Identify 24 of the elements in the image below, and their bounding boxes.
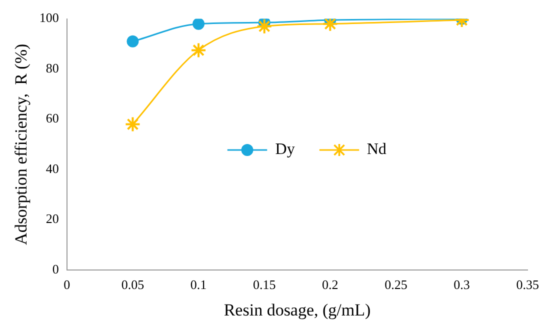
legend-label: Nd (366, 141, 386, 160)
x-tick-label: 0.2 (322, 277, 338, 292)
x-tick-label: 0.35 (516, 277, 539, 292)
point (124, 116, 141, 132)
y-axis-title: Adsorption efficiency, R (%) (12, 44, 31, 245)
y-tick-label: 80 (46, 60, 59, 76)
x-tick-label: 0.25 (384, 277, 408, 292)
point (126, 35, 139, 48)
x-tick-label: 0 (64, 277, 70, 292)
x-axis-title: Resin dosage, (g/mL) (224, 300, 371, 320)
point (256, 18, 272, 34)
point (190, 42, 207, 58)
x-tick-label: 0.1 (190, 277, 207, 292)
x-tick-label: 0.05 (121, 277, 144, 292)
y-tick-label: 0 (52, 261, 59, 276)
point (192, 18, 205, 30)
x-tick-label: 0.15 (252, 277, 276, 292)
y-tick-label: 40 (46, 160, 59, 176)
x-tick-label: 0.3 (454, 277, 470, 292)
y-tick-label: 100 (39, 10, 59, 26)
point (322, 18, 338, 32)
legend-label: Dy (275, 141, 295, 160)
y-tick-label: 20 (46, 211, 59, 226)
y-tick-label: 60 (46, 110, 59, 126)
